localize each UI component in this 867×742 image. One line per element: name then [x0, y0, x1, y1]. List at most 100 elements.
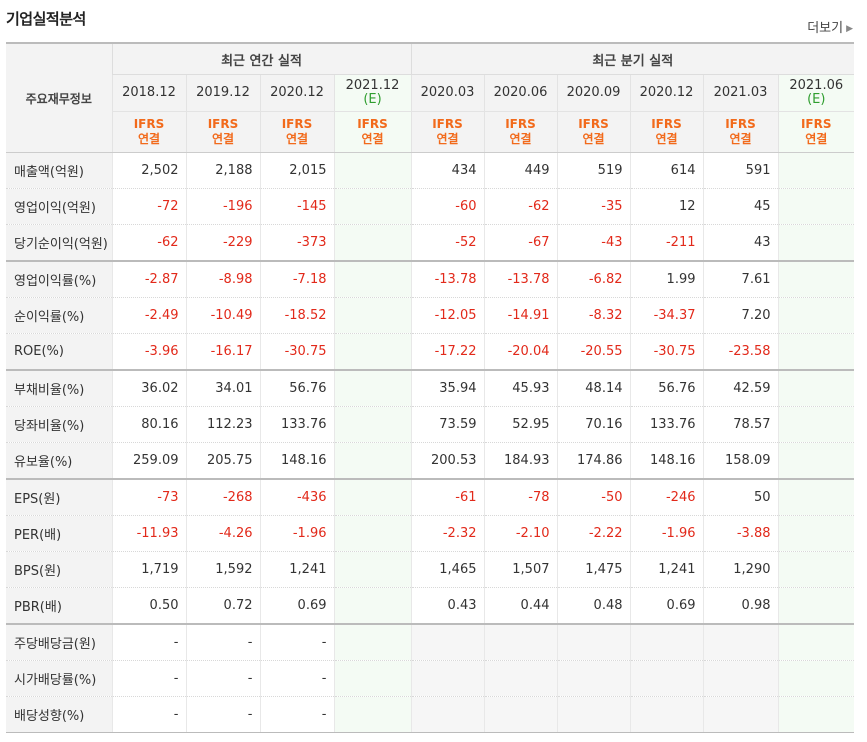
table-cell: -16.17 — [185, 333, 260, 371]
table-row: PER(배) -11.93 -4.26 -1.96 -2.32 -2.10 -2.22 -1.… — [6, 515, 854, 552]
ifrs-badge: IFRS 연결 — [629, 111, 703, 153]
table-cell: -13.78 — [483, 260, 557, 298]
table-cell: 80.16 — [111, 406, 186, 443]
period-header: 2020.09 — [556, 74, 630, 112]
consolidated-label: 연결 — [582, 132, 605, 146]
table-cell: 42.59 — [702, 369, 778, 407]
table-cell: 7.61 — [702, 260, 778, 298]
table-cell: 0.69 — [629, 587, 703, 625]
table-cell: -62 — [111, 224, 186, 262]
table-cell — [556, 696, 630, 733]
ifrs-badge: IFRS 연결 — [111, 111, 186, 153]
table-cell: -10.49 — [185, 297, 260, 334]
table-cell: -11.93 — [111, 515, 186, 552]
row-label: ROE(%) — [6, 333, 112, 371]
table-cell: 1,241 — [259, 551, 334, 588]
table-cell: -50 — [556, 478, 630, 516]
table-cell: 434 — [410, 152, 484, 189]
table-cell: 48.14 — [556, 369, 630, 407]
ifrs-badge: IFRS 연결 — [556, 111, 630, 153]
table-cell — [333, 660, 411, 697]
period-label: 2021.03 — [713, 85, 768, 100]
table-cell: 2,502 — [111, 152, 186, 189]
ifrs-label: IFRS — [505, 117, 536, 131]
table-cell: - — [259, 696, 334, 733]
table-cell — [333, 587, 411, 625]
table-cell — [333, 224, 411, 262]
table-cell: -72 — [111, 188, 186, 225]
table-cell: 0.69 — [259, 587, 334, 625]
table-row: 부채비율(%) 36.02 34.01 56.76 35.94 45.93 48.14 56.… — [6, 369, 854, 407]
table-cell — [777, 188, 854, 225]
ifrs-badge: IFRS 연결 — [410, 111, 484, 153]
table-cell: -268 — [185, 478, 260, 516]
estimate-flag: (E) — [363, 92, 382, 107]
row-label: EPS(원) — [6, 478, 112, 516]
table-cell — [702, 696, 778, 733]
table-cell — [777, 297, 854, 334]
consolidated-label: 연결 — [211, 132, 235, 146]
table-cell: 259.09 — [111, 442, 186, 480]
table-cell — [702, 623, 778, 661]
table-cell: -12.05 — [410, 297, 484, 334]
row-label: 영업이익률(%) — [6, 260, 112, 298]
table-cell: 45 — [702, 188, 778, 225]
period-header: 2019.12 — [185, 74, 260, 112]
table-cell: -52 — [410, 224, 484, 262]
ifrs-label: IFRS — [725, 117, 756, 131]
ifrs-label: IFRS — [651, 117, 682, 131]
period-label: 2020.03 — [420, 85, 475, 100]
table-cell — [777, 152, 854, 189]
table-cell — [333, 406, 411, 443]
table-cell: -145 — [259, 188, 334, 225]
table-cell — [777, 660, 854, 697]
table-cell: -211 — [629, 224, 703, 262]
table-cell: -2.22 — [556, 515, 630, 552]
table-cell: 591 — [702, 152, 778, 189]
table-cell — [333, 515, 411, 552]
table-cell: -2.10 — [483, 515, 557, 552]
table-cell: 35.94 — [410, 369, 484, 407]
row-label: 유보율(%) — [6, 442, 112, 480]
table-cell — [333, 478, 411, 516]
table-cell — [556, 623, 630, 661]
table-cell: -8.32 — [556, 297, 630, 334]
table-cell: -78 — [483, 478, 557, 516]
table-cell: -62 — [483, 188, 557, 225]
financial-table: 주요재무정보 최근 연간 실적 최근 분기 실적 2018.12 2019.12 2… — [6, 42, 854, 733]
period-header: 2020.12 — [259, 74, 334, 112]
period-header: 2021.03 — [702, 74, 778, 112]
table-cell — [777, 587, 854, 625]
more-link[interactable]: 더보기 ▶ — [807, 17, 853, 36]
ifrs-label: IFRS — [207, 117, 239, 131]
table-cell: -1.96 — [629, 515, 703, 552]
table-cell: 7.20 — [702, 297, 778, 334]
ifrs-label: IFRS — [800, 117, 832, 131]
row-label: 당좌비율(%) — [6, 406, 112, 443]
table-row: 유보율(%) 259.09 205.75 148.16 200.53 184.93 174.… — [6, 442, 854, 480]
row-label: 주당배당금(원) — [6, 623, 112, 661]
table-cell: 200.53 — [410, 442, 484, 480]
table-cell: -20.55 — [556, 333, 630, 371]
table-cell: -30.75 — [259, 333, 334, 371]
row-label: PER(배) — [6, 515, 112, 552]
ifrs-label: IFRS — [357, 117, 388, 131]
row-label: 시가배당률(%) — [6, 660, 112, 697]
ifrs-badge: IFRS 연결 — [483, 111, 557, 153]
table-cell: 36.02 — [111, 369, 186, 407]
ifrs-badge: IFRS 연결 — [702, 111, 778, 153]
table-cell: -34.37 — [629, 297, 703, 334]
table-cell: -20.04 — [483, 333, 557, 371]
row-label: 순이익률(%) — [6, 297, 112, 334]
table-cell — [483, 660, 557, 697]
table-cell: -3.96 — [111, 333, 186, 371]
more-link-label: 더보기 — [807, 21, 844, 36]
estimate-flag: (E) — [807, 92, 826, 107]
table-cell: 148.16 — [629, 442, 703, 480]
table-cell — [410, 660, 484, 697]
table-cell — [333, 260, 411, 298]
table-cell: 45.93 — [483, 369, 557, 407]
table-row: ROE(%) -3.96 -16.17 -30.75 -17.22 -20.04 -20.5… — [6, 333, 854, 371]
row-label: 배당성향(%) — [6, 696, 112, 733]
table-cell — [777, 515, 854, 552]
